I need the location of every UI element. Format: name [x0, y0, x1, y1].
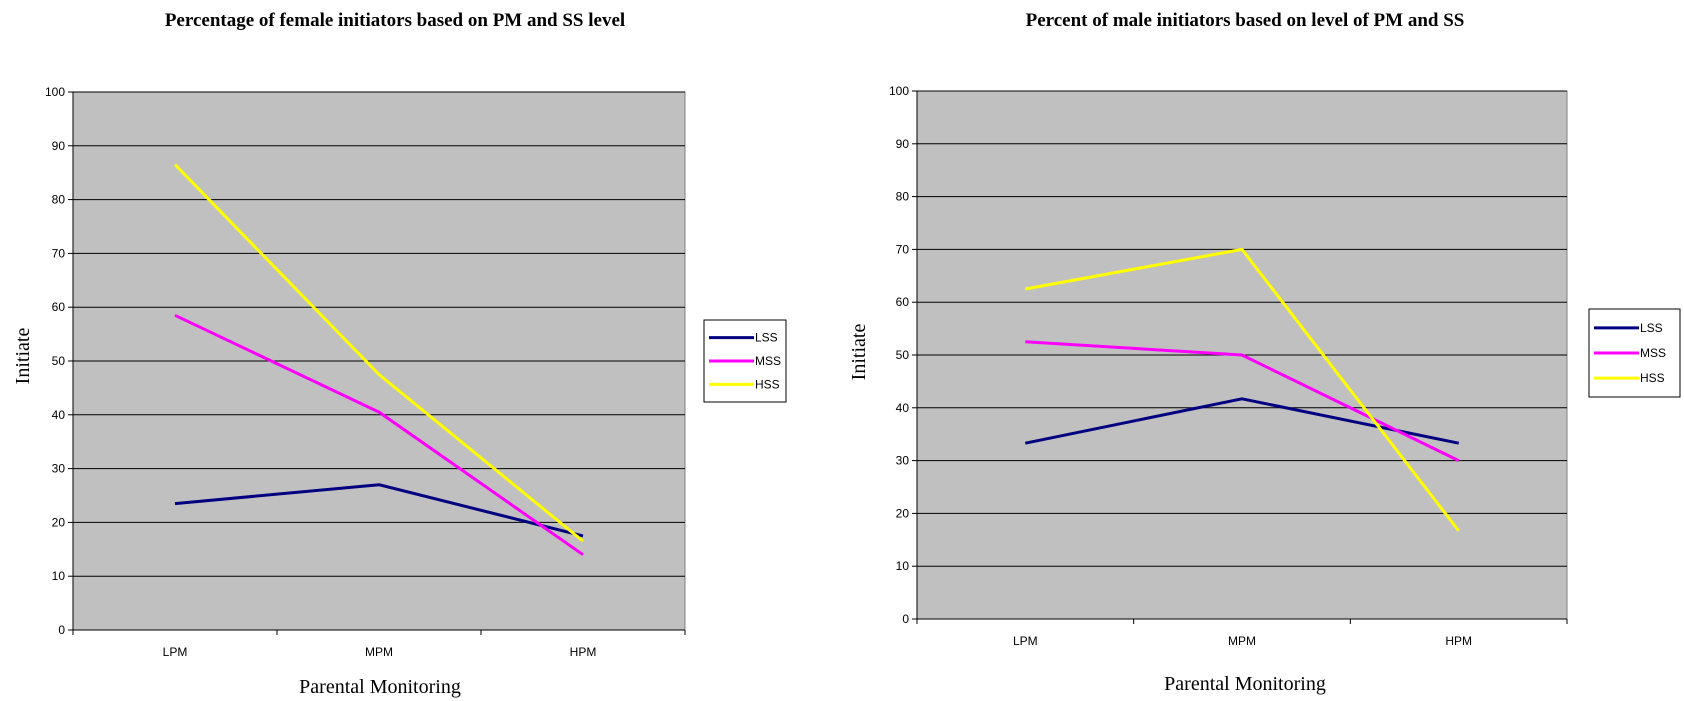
y-tick-label: 0: [58, 623, 65, 637]
y-tick-label: 80: [52, 193, 66, 207]
y-tick-label: 40: [52, 408, 66, 422]
x-tick-label: LPM: [1013, 634, 1038, 648]
y-tick-label: 30: [896, 454, 910, 468]
x-tick-label: HPM: [1445, 634, 1472, 648]
legend-label-mss: MSS: [1640, 346, 1666, 360]
x-tick-label: MPM: [365, 645, 393, 659]
y-tick-label: 70: [896, 242, 910, 256]
male-initiators-chart: Percent of male initiators based on leve…: [848, 10, 1681, 695]
y-tick-label: 60: [896, 295, 910, 309]
y-axis-title: Initiate: [12, 328, 34, 385]
y-tick-label: 60: [52, 300, 66, 314]
y-tick-label: 40: [896, 401, 910, 415]
x-tick-label: HPM: [570, 645, 597, 659]
x-axis-title: Parental Monitoring: [1164, 673, 1326, 695]
y-tick-label: 20: [896, 506, 910, 520]
y-axis-title: Initiate: [848, 324, 870, 381]
y-tick-label: 30: [52, 462, 66, 476]
y-tick-label: 50: [52, 354, 66, 368]
y-tick-label: 10: [896, 559, 910, 573]
legend-label-hss: HSS: [755, 377, 780, 391]
y-tick-label: 10: [52, 569, 66, 583]
y-tick-label: 50: [896, 348, 910, 362]
x-axis-title: Parental Monitoring: [299, 676, 461, 698]
series-line-lss: [1024, 397, 1460, 445]
y-tick-label: 90: [52, 139, 66, 153]
legend-label-lss: LSS: [755, 331, 778, 345]
y-tick-label: 20: [52, 515, 66, 529]
y-tick-label: 0: [902, 612, 909, 626]
legend-label-mss: MSS: [755, 354, 781, 368]
series-line-lss: [174, 483, 584, 538]
x-tick-label: LPM: [163, 645, 188, 659]
legend-label-lss: LSS: [1640, 321, 1663, 335]
chart-title: Percent of male initiators based on leve…: [1026, 10, 1465, 31]
y-tick-label: 80: [896, 190, 910, 204]
y-tick-label: 70: [52, 246, 66, 260]
series-line-mss: [1025, 340, 1460, 462]
series-line-mss: [174, 313, 584, 556]
legend-label-hss: HSS: [1640, 371, 1665, 385]
y-tick-label: 100: [45, 85, 65, 99]
series-line-hss: [173, 163, 584, 543]
female-initiators-chart: Percentage of female initiators based on…: [12, 10, 787, 698]
y-tick-label: 100: [889, 84, 909, 98]
chart-title: Percentage of female initiators based on…: [165, 10, 625, 31]
x-tick-label: MPM: [1228, 634, 1256, 648]
y-tick-label: 90: [896, 137, 910, 151]
series-line-hss: [1025, 247, 1460, 532]
